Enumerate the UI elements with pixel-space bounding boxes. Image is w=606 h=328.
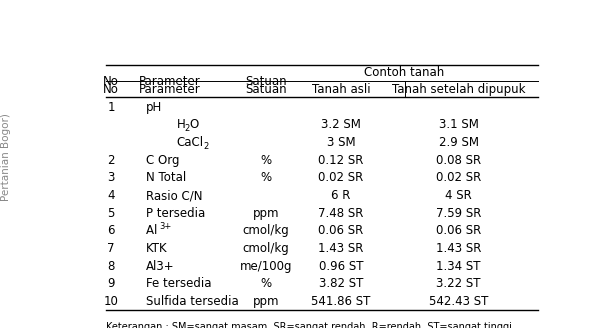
Text: cmol/kg: cmol/kg	[242, 242, 289, 255]
Text: No: No	[103, 83, 119, 96]
Text: 10: 10	[104, 295, 118, 308]
Text: Al: Al	[146, 224, 161, 237]
Text: H: H	[177, 118, 185, 131]
Text: C Org: C Org	[146, 154, 180, 167]
Text: 2: 2	[204, 142, 208, 151]
Text: P tersedia: P tersedia	[146, 207, 205, 220]
Text: Fe tersedia: Fe tersedia	[146, 277, 211, 291]
Text: 0.96 ST: 0.96 ST	[319, 260, 364, 273]
Text: 1.43 SR: 1.43 SR	[436, 242, 481, 255]
Text: 8: 8	[107, 260, 115, 273]
Text: Tanah setelah dipupuk: Tanah setelah dipupuk	[391, 83, 525, 96]
Text: 2.9 SM: 2.9 SM	[439, 136, 479, 149]
Text: Parameter: Parameter	[139, 74, 201, 88]
Text: 0.06 SR: 0.06 SR	[436, 224, 481, 237]
Text: 2: 2	[184, 124, 190, 133]
Text: 3.1 SM: 3.1 SM	[439, 118, 479, 131]
Text: 542.43 ST: 542.43 ST	[429, 295, 488, 308]
Text: 3.2 SM: 3.2 SM	[321, 118, 361, 131]
Text: 0.12 SR: 0.12 SR	[318, 154, 364, 167]
Text: Rasio C/N: Rasio C/N	[146, 189, 202, 202]
Text: 4 SR: 4 SR	[445, 189, 472, 202]
Text: 3.82 ST: 3.82 ST	[319, 277, 363, 291]
Text: me/100g: me/100g	[240, 260, 292, 273]
Text: 0.02 SR: 0.02 SR	[319, 172, 364, 184]
Text: ppm: ppm	[253, 207, 279, 220]
Text: cmol/kg: cmol/kg	[242, 224, 289, 237]
Text: Sulfida tersedia: Sulfida tersedia	[146, 295, 239, 308]
Text: %: %	[261, 277, 271, 291]
Text: %: %	[261, 154, 271, 167]
Text: 3.22 ST: 3.22 ST	[436, 277, 481, 291]
Text: No: No	[103, 74, 119, 88]
Text: Al3+: Al3+	[146, 260, 175, 273]
Text: Keterangan : SM=sangat masam, SR=sangat rendah, R=rendah, ST=sangat tinggi: Keterangan : SM=sangat masam, SR=sangat …	[106, 322, 512, 328]
Text: 1: 1	[107, 101, 115, 114]
Text: 2: 2	[107, 154, 115, 167]
Text: Pertanian Bogor): Pertanian Bogor)	[1, 113, 11, 201]
Text: 3: 3	[107, 172, 115, 184]
Text: 6: 6	[107, 224, 115, 237]
Text: Parameter: Parameter	[139, 83, 201, 96]
Text: 0.02 SR: 0.02 SR	[436, 172, 481, 184]
Text: 7.59 SR: 7.59 SR	[436, 207, 481, 220]
Text: Tanah asli: Tanah asli	[312, 83, 370, 96]
Text: Satuan: Satuan	[245, 74, 287, 88]
Text: 9: 9	[107, 277, 115, 291]
Text: Contoh tanah: Contoh tanah	[364, 66, 445, 79]
Text: CaCl: CaCl	[177, 136, 204, 149]
Text: 0.08 SR: 0.08 SR	[436, 154, 481, 167]
Text: Satuan: Satuan	[245, 83, 287, 96]
Text: 1.43 SR: 1.43 SR	[318, 242, 364, 255]
Text: %: %	[261, 172, 271, 184]
Text: N Total: N Total	[146, 172, 187, 184]
Text: 0.06 SR: 0.06 SR	[319, 224, 364, 237]
Text: 3 SM: 3 SM	[327, 136, 355, 149]
Text: 4: 4	[107, 189, 115, 202]
Text: pH: pH	[146, 101, 162, 114]
Text: 5: 5	[107, 207, 115, 220]
Text: 7.48 SR: 7.48 SR	[318, 207, 364, 220]
Text: O: O	[190, 118, 199, 131]
Text: 3+: 3+	[159, 222, 171, 231]
Text: 1.34 ST: 1.34 ST	[436, 260, 481, 273]
Text: KTK: KTK	[146, 242, 168, 255]
Text: 6 R: 6 R	[331, 189, 351, 202]
Text: 541.86 ST: 541.86 ST	[311, 295, 371, 308]
Text: ppm: ppm	[253, 295, 279, 308]
Text: 7: 7	[107, 242, 115, 255]
